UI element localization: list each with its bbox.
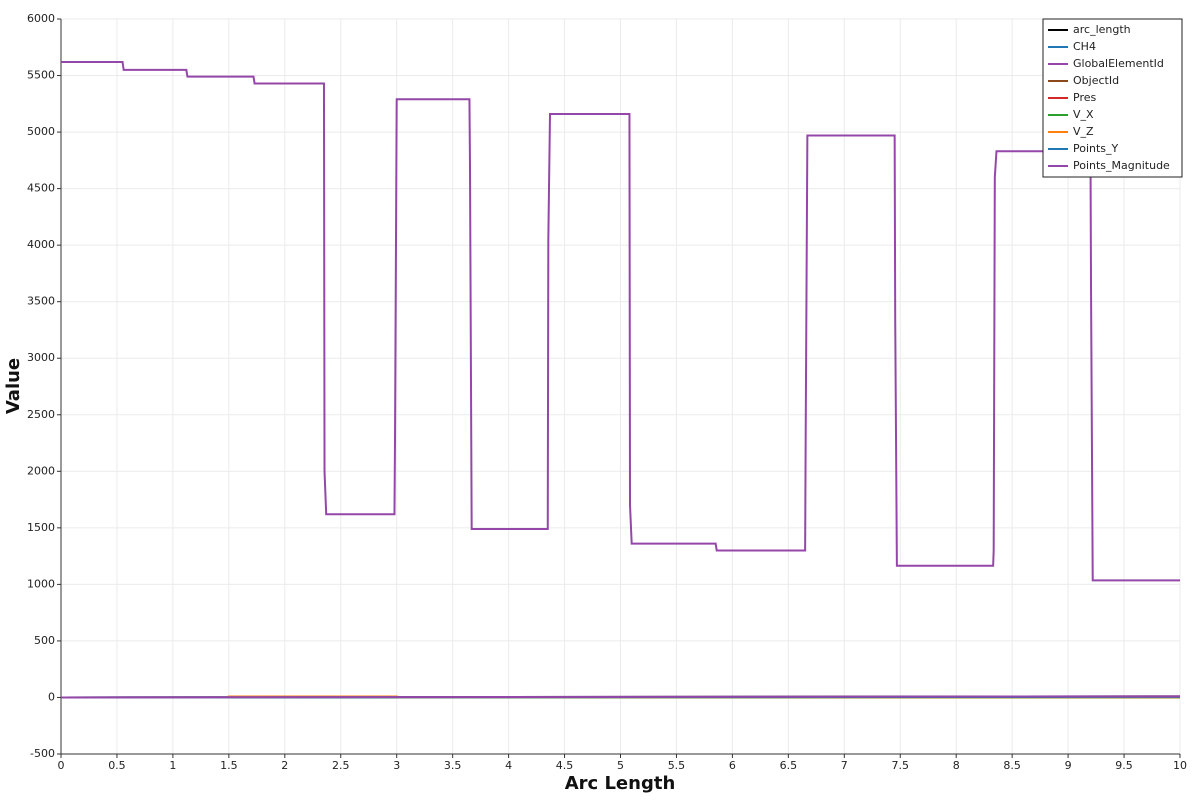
- x-tick-label: 5: [617, 759, 624, 772]
- y-tick-label: 6000: [27, 12, 55, 25]
- series-line: [61, 60, 1180, 582]
- y-tick-label: 2500: [27, 408, 55, 421]
- x-tick-label: 10: [1173, 759, 1187, 772]
- x-tick-label: 9: [1065, 759, 1072, 772]
- y-tick-label: 2000: [27, 464, 55, 477]
- x-tick-label: 7.5: [892, 759, 910, 772]
- x-tick-label: 4: [505, 759, 512, 772]
- x-axis-title: Arc Length: [565, 773, 676, 794]
- x-tick-label: 1: [169, 759, 176, 772]
- y-tick-label: 3000: [27, 351, 55, 364]
- legend-label: Points_Magnitude: [1073, 159, 1170, 172]
- x-tick-label: 7: [841, 759, 848, 772]
- y-tick-label: 1500: [27, 521, 55, 534]
- y-tick-label: 5000: [27, 125, 55, 138]
- x-tick-label: 8.5: [1003, 759, 1021, 772]
- x-tick-label: 3.5: [444, 759, 462, 772]
- x-tick-label: 8: [953, 759, 960, 772]
- y-tick-label: 500: [34, 634, 55, 647]
- legend-label: Pres: [1073, 91, 1096, 104]
- y-axis-title: Value: [3, 358, 24, 414]
- legend-label: ObjectId: [1073, 74, 1119, 87]
- legend-label: Points_Y: [1073, 142, 1119, 155]
- legend: arc_length CH4 GlobalElementId ObjectId Pres…: [1042, 18, 1183, 178]
- legend-label: GlobalElementId: [1073, 57, 1164, 70]
- y-tick-label: 3500: [27, 295, 55, 308]
- y-tick-label: 0: [48, 690, 55, 703]
- legend-label: CH4: [1073, 40, 1096, 53]
- x-tick-label: 0: [58, 759, 65, 772]
- y-tick-label: 4000: [27, 238, 55, 251]
- x-tick-label: 4.5: [556, 759, 574, 772]
- y-tick-label: 1000: [27, 577, 55, 590]
- legend-label: V_X: [1073, 108, 1094, 121]
- x-tick-label: 1.5: [220, 759, 238, 772]
- x-tick-label: 5.5: [668, 759, 686, 772]
- x-tick-label: 2.5: [332, 759, 350, 772]
- x-tick-label: 6.5: [780, 759, 798, 772]
- x-tick-label: 2: [281, 759, 288, 772]
- y-tick-label: -500: [30, 747, 55, 760]
- y-tick-label: 5500: [27, 69, 55, 82]
- series-line: [60, 695, 1181, 699]
- x-tick-label: 3: [393, 759, 400, 772]
- y-tick-label: 4500: [27, 182, 55, 195]
- x-tick-label: 9.5: [1115, 759, 1133, 772]
- legend-label: arc_length: [1073, 23, 1131, 36]
- x-tick-label: 6: [729, 759, 736, 772]
- x-tick-label: 0.5: [108, 759, 126, 772]
- legend-label: V_Z: [1073, 125, 1094, 138]
